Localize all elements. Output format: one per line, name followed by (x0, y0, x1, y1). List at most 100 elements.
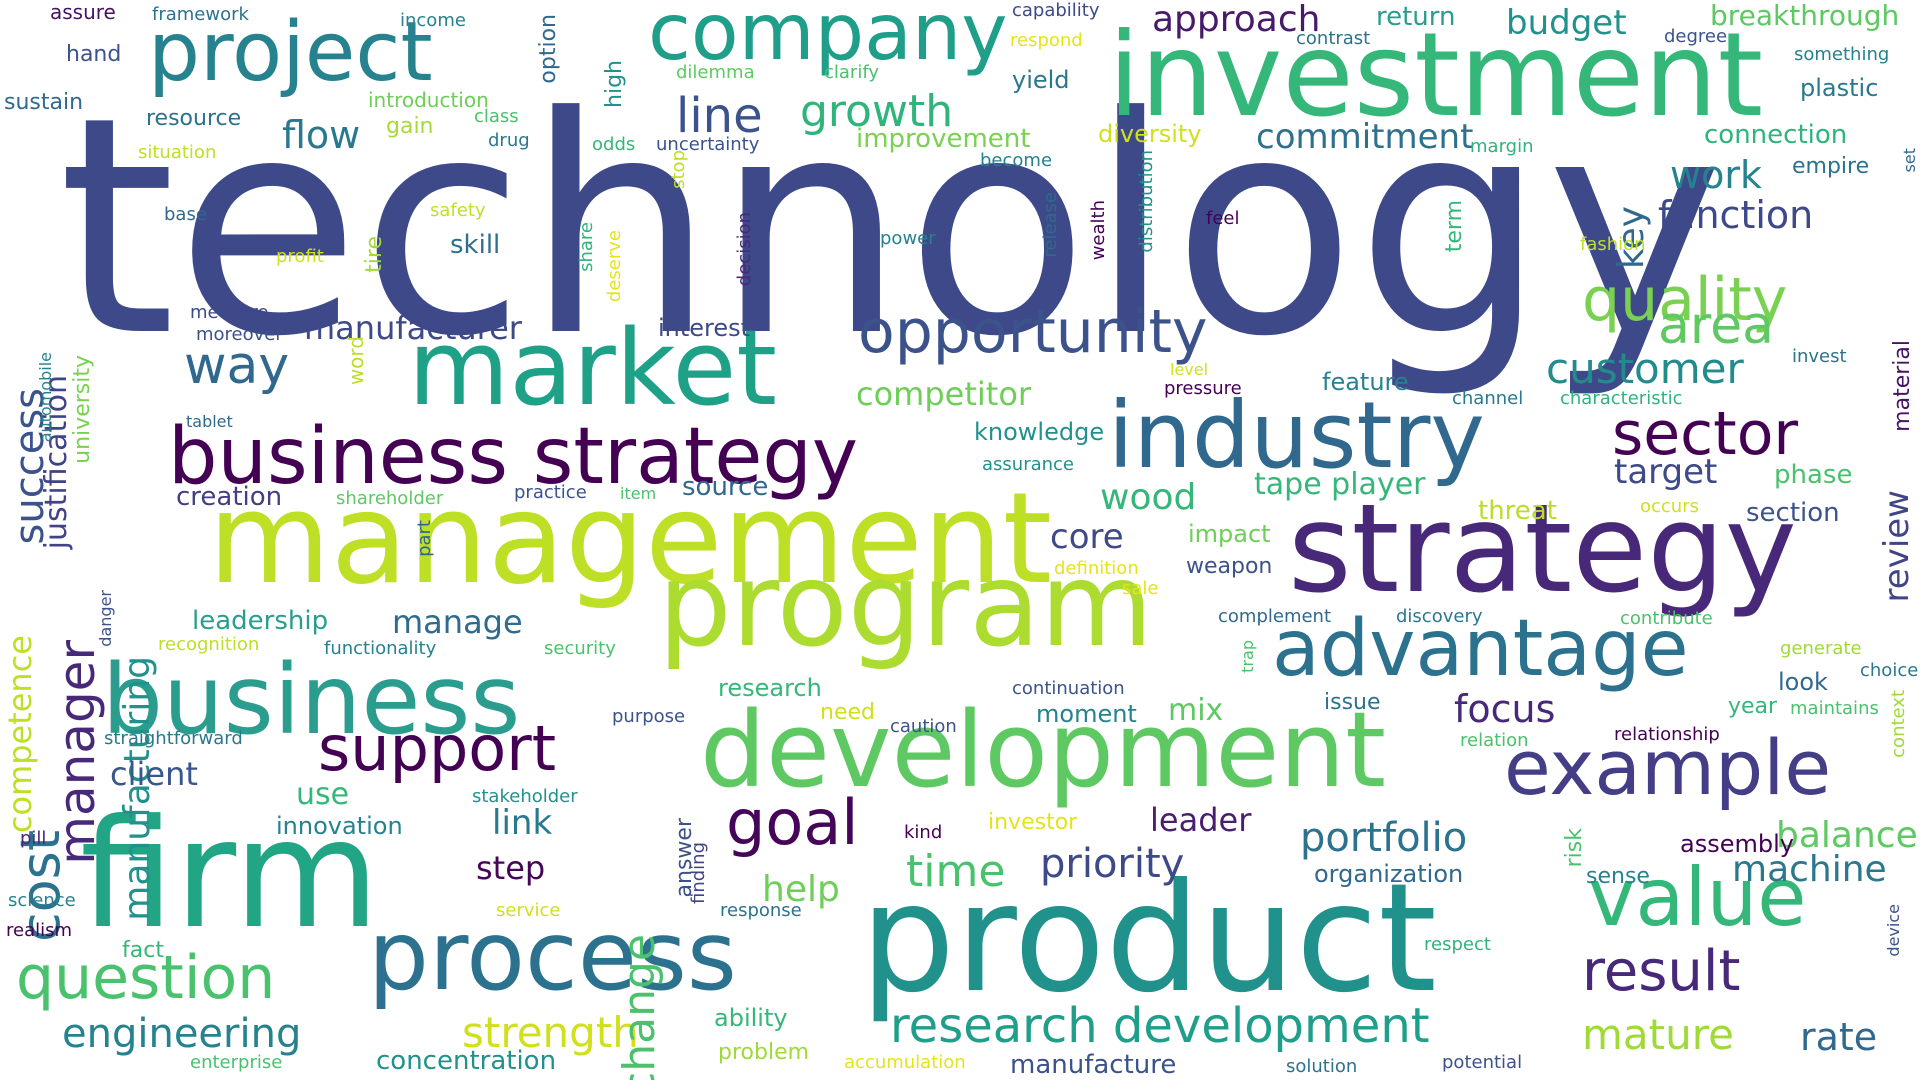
word-sense: sense (1586, 864, 1650, 889)
word-engineering: engineering (62, 1011, 302, 1057)
word-look: look (1778, 668, 1828, 696)
word-potential: potential (1442, 1052, 1523, 1073)
word-respect: respect (1424, 934, 1491, 955)
word-example: example (1504, 723, 1832, 812)
word-introduction: introduction (368, 88, 489, 112)
word-relationship: relationship (1614, 724, 1720, 745)
word-opportunity: opportunity (858, 297, 1208, 367)
word-feel: feel (1206, 208, 1240, 229)
word-review: review (1877, 490, 1917, 603)
word-fashion: fashion (1580, 234, 1646, 255)
word-change: change (614, 934, 665, 1080)
word-practice: practice (514, 482, 587, 503)
word-clarify: clarify (824, 62, 880, 83)
word-management: management (208, 465, 1053, 612)
word-pressure: pressure (1164, 378, 1242, 399)
word-functionality: functionality (324, 638, 437, 659)
word-sale: sale (1122, 578, 1159, 599)
word-class: class (474, 106, 519, 127)
word-machine: machine (1732, 849, 1887, 890)
word-link: link (492, 803, 553, 843)
word-continuation: continuation (1012, 678, 1125, 699)
word-skill: skill (450, 230, 501, 260)
word-result: result (1582, 939, 1741, 1004)
word-research: research (718, 674, 822, 702)
word-organization: organization (1314, 860, 1464, 888)
word-sustain: sustain (4, 90, 84, 115)
word-competitor: competitor (856, 375, 1032, 413)
word-maintains: maintains (1790, 698, 1879, 719)
word-approach: approach (1152, 0, 1321, 40)
word-section: section (1746, 498, 1840, 528)
word-become: become (980, 150, 1053, 171)
word-definition: definition (1054, 558, 1139, 579)
word-research-development: research development (890, 998, 1430, 1054)
word-empire: empire (1792, 154, 1870, 179)
word-program: program (658, 538, 1154, 673)
word-stop: stop (668, 150, 689, 189)
word-gain: gain (386, 114, 434, 139)
word-focus: focus (1454, 687, 1556, 731)
word-stakeholder: stakeholder (472, 786, 578, 807)
word-problem: problem (718, 1040, 810, 1065)
word-return: return (1376, 2, 1456, 32)
word-enterprise: enterprise (190, 1052, 283, 1073)
word-solution: solution (1286, 1056, 1358, 1077)
word-function: function (1658, 193, 1814, 237)
word-accumulation: accumulation (844, 1052, 966, 1073)
word-rate: rate (1800, 1015, 1878, 1059)
word-question: question (16, 943, 276, 1013)
word-part: part (414, 520, 435, 557)
word-distribution: distribution (1136, 150, 1157, 253)
word-plastic: plastic (1800, 74, 1879, 102)
word-investment: investment (1108, 8, 1764, 143)
word-ability: ability (714, 1004, 788, 1032)
word-manage: manage (392, 603, 523, 641)
word-margin: margin (1470, 136, 1534, 157)
word-core: core (1050, 517, 1124, 557)
word-something: something (1794, 44, 1890, 65)
word-income: income (400, 10, 466, 31)
word-creation: creation (176, 482, 283, 512)
word-complement: complement (1218, 606, 1332, 627)
word-weapon: weapon (1186, 554, 1273, 579)
word-assembly: assembly (1680, 830, 1794, 858)
word-profit: profit (276, 246, 324, 267)
word-word: word (344, 336, 368, 386)
word-target: target (1614, 452, 1718, 492)
word-sector: sector (1612, 399, 1799, 469)
word-assure: assure (50, 0, 116, 24)
word-investor: investor (988, 810, 1078, 835)
word-priority: priority (1040, 841, 1185, 887)
word-odds: odds (592, 134, 636, 155)
word-way: way (184, 336, 290, 396)
word-budget: budget (1506, 3, 1627, 43)
word-material: material (1890, 340, 1915, 432)
word-respond: respond (1010, 30, 1083, 51)
word-tire: tire (362, 236, 387, 273)
word-portfolio: portfolio (1300, 815, 1468, 861)
word-shareholder: shareholder (336, 488, 444, 509)
word-knowledge: knowledge (974, 418, 1105, 446)
word-technology: technology (58, 53, 1724, 402)
word-customer: customer (1546, 344, 1744, 393)
word-wood: wood (1100, 477, 1197, 518)
word-fact: fact (122, 938, 164, 963)
word-use: use (296, 777, 350, 812)
word-base: base (164, 204, 207, 225)
word-threat: threat (1478, 496, 1557, 526)
word-contribute: contribute (1620, 608, 1713, 629)
word-relation: relation (1460, 730, 1529, 751)
word-manufacture: manufacture (1010, 1050, 1177, 1080)
word-business: business (102, 644, 521, 756)
word-support: support (318, 712, 557, 785)
word-item: item (620, 484, 657, 503)
word-process: process (368, 900, 737, 1012)
word-growth: growth (800, 86, 954, 137)
word-mix: mix (1168, 693, 1224, 728)
word-need: need (820, 700, 875, 725)
word-development: development (700, 689, 1387, 811)
word-market: market (408, 307, 778, 429)
word-manufacturer: manufacturer (304, 309, 522, 347)
